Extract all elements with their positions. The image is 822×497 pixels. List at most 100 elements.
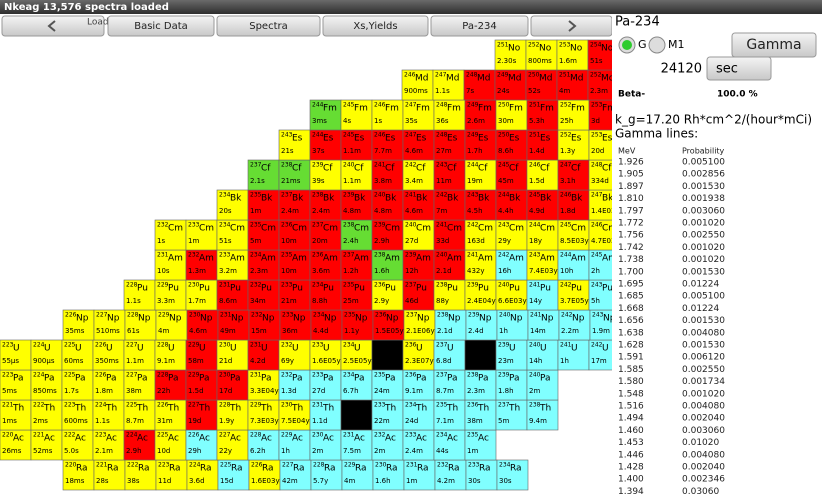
nuclide-cell[interactable] — [186, 309, 219, 341]
nuclide-cell[interactable] — [433, 129, 466, 161]
nuclide-cell[interactable] — [557, 219, 590, 251]
nuclide-cell[interactable] — [154, 249, 187, 281]
nuclide-cell[interactable] — [526, 339, 559, 371]
nuclide-cell[interactable] — [433, 159, 466, 191]
nuclide-cell[interactable] — [557, 129, 590, 161]
nuclide-cell[interactable] — [464, 99, 497, 131]
nuclide-cell[interactable] — [185, 249, 218, 281]
nuclide-cell[interactable] — [309, 219, 342, 251]
nuclide-cell[interactable] — [279, 459, 312, 491]
nuclide-cell[interactable] — [526, 159, 559, 191]
nuclide-cell[interactable] — [185, 429, 218, 461]
toolbar-button[interactable] — [216, 15, 321, 37]
nuclide-cell[interactable] — [30, 369, 63, 401]
nuclide-cell[interactable] — [0, 399, 32, 431]
nuclide-cell[interactable] — [61, 429, 94, 461]
nuclide-cell[interactable] — [495, 339, 528, 371]
nuclide-cell[interactable] — [341, 459, 374, 491]
nuclide-cell[interactable] — [278, 129, 311, 161]
nuclide-cell[interactable] — [402, 189, 435, 221]
nuclide-cell[interactable] — [557, 99, 590, 131]
nuclide-cell[interactable] — [154, 339, 187, 371]
nuclide-cell[interactable] — [247, 249, 280, 281]
nuclide-cell[interactable] — [496, 309, 529, 341]
nuclide-cell[interactable] — [155, 309, 188, 341]
mode-button[interactable] — [731, 32, 817, 58]
nuclide-cell[interactable] — [62, 309, 95, 341]
nuclide-cell[interactable] — [495, 219, 528, 251]
nuclide-cell[interactable] — [371, 249, 404, 281]
nuclide-cell[interactable] — [61, 339, 94, 371]
nuclide-cell[interactable] — [309, 189, 342, 221]
nuclide-cell[interactable] — [402, 99, 435, 131]
nuclide-cell[interactable] — [216, 189, 249, 221]
unit-button[interactable] — [706, 56, 772, 81]
nuclide-cell[interactable] — [371, 219, 404, 251]
nuclide-cell[interactable] — [340, 339, 373, 371]
nuclide-cell[interactable] — [587, 39, 619, 71]
nuclide-cell[interactable] — [371, 189, 404, 221]
nuclide-cell[interactable] — [0, 339, 32, 371]
nuclide-cell[interactable] — [340, 99, 373, 131]
nuclide-cell[interactable] — [557, 189, 590, 221]
nuclide-cell[interactable] — [185, 369, 218, 401]
nuclide-cell[interactable] — [216, 219, 249, 251]
nuclide-cell[interactable] — [402, 219, 435, 251]
nuclide-cell[interactable] — [340, 249, 373, 281]
nuclide-cell[interactable] — [557, 159, 590, 191]
nuclide-cell[interactable] — [309, 249, 342, 281]
nuclide-cell[interactable] — [185, 219, 218, 251]
nuclide-cell[interactable] — [557, 279, 590, 311]
nuclide-cell[interactable] — [340, 189, 373, 221]
nuclide-cell[interactable] — [92, 369, 125, 401]
nuclide-cell[interactable] — [496, 459, 529, 491]
toolbar-button[interactable] — [322, 15, 429, 37]
nuclide-cell[interactable] — [61, 369, 94, 401]
nuclide-cell[interactable] — [185, 339, 218, 371]
nuclide-cell[interactable] — [494, 39, 527, 71]
nuclide-cell[interactable] — [463, 69, 496, 101]
nuclide-cell[interactable] — [340, 159, 373, 191]
nuclide-cell[interactable] — [279, 309, 312, 341]
nuclide-cell[interactable] — [495, 369, 528, 401]
nuclide-cell[interactable] — [93, 459, 126, 491]
nuclide-cell[interactable] — [371, 279, 404, 311]
nuclide-cell[interactable] — [278, 369, 311, 401]
nuclide-cell[interactable] — [216, 249, 249, 281]
nuclide-cell[interactable] — [403, 459, 436, 491]
nuclide-cell[interactable] — [464, 129, 497, 161]
nuclide-cell[interactable] — [526, 189, 559, 221]
nuclide-cell[interactable] — [433, 189, 466, 221]
nuclide-cell[interactable] — [309, 279, 342, 311]
nuclide-cell[interactable] — [402, 339, 435, 371]
nuclide-cell[interactable] — [309, 99, 342, 131]
nuclide-cell[interactable] — [495, 159, 528, 191]
nuclide-cell[interactable] — [185, 279, 218, 311]
nuclide-cell[interactable] — [433, 249, 466, 281]
nuclide-cell[interactable] — [247, 279, 280, 311]
nuclide-cell[interactable] — [185, 399, 218, 431]
nuclide-cell[interactable] — [247, 399, 280, 431]
nuclide-cell[interactable] — [371, 99, 404, 131]
nuclide-cell[interactable] — [402, 279, 435, 311]
nuclide-cell[interactable] — [401, 69, 434, 101]
nuclide-cell[interactable] — [402, 159, 435, 191]
nuclide-cell[interactable] — [403, 309, 436, 341]
nuclide-cell[interactable] — [340, 279, 373, 311]
nuclide-cell[interactable] — [92, 429, 125, 461]
nuclide-cell[interactable] — [216, 279, 249, 311]
nuclide-cell[interactable] — [433, 219, 466, 251]
nuclide-cell[interactable] — [247, 159, 280, 191]
nuclide-cell[interactable] — [465, 309, 498, 341]
nuclide-cell[interactable] — [92, 399, 125, 431]
nuclide-cell[interactable] — [124, 309, 157, 341]
nuclide-cell[interactable] — [247, 339, 280, 371]
nuclide-cell[interactable] — [216, 339, 249, 371]
nuclide-cell[interactable] — [464, 339, 497, 371]
nuclide-cell[interactable] — [432, 69, 465, 101]
nuclide-cell[interactable] — [340, 129, 373, 161]
nuclide-cell[interactable] — [433, 429, 466, 461]
nuclide-cell[interactable] — [434, 309, 467, 341]
nuclide-cell[interactable] — [309, 159, 342, 191]
next-button[interactable] — [530, 15, 613, 37]
